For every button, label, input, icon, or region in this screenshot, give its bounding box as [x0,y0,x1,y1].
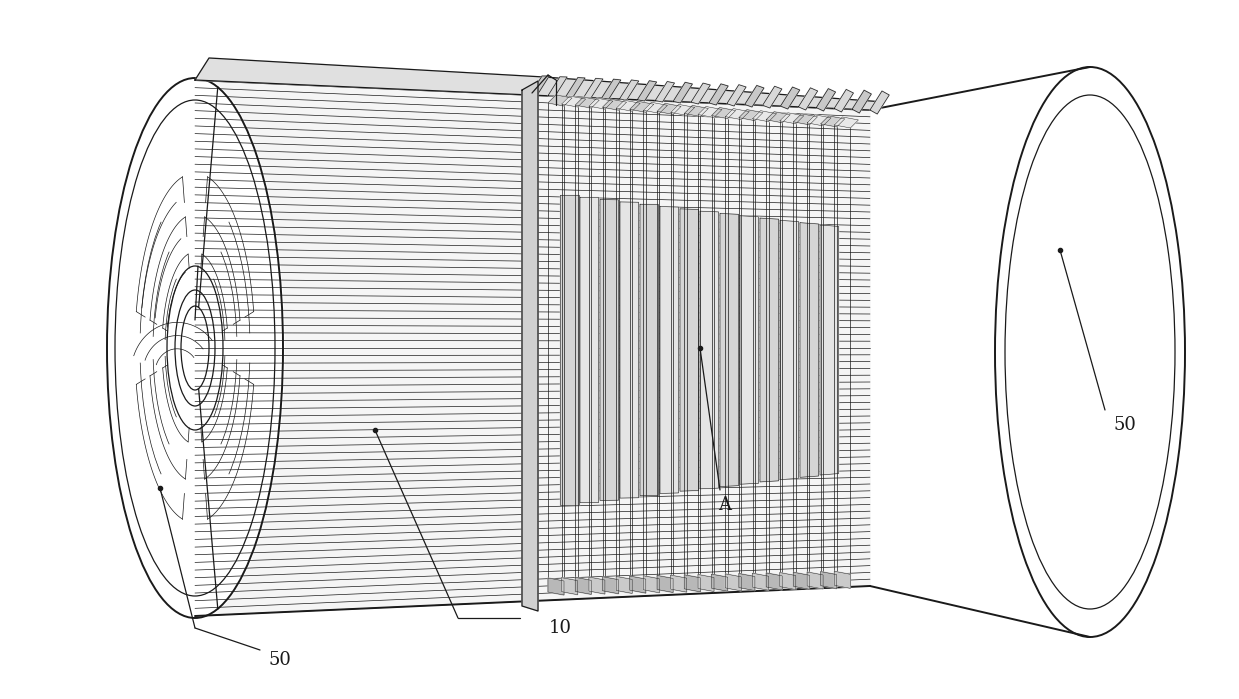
Polygon shape [781,220,799,480]
Polygon shape [620,80,638,100]
Polygon shape [680,209,699,491]
Polygon shape [800,223,819,477]
Polygon shape [548,95,572,106]
Polygon shape [657,575,673,593]
Polygon shape [720,213,738,487]
Polygon shape [766,112,790,123]
Polygon shape [561,577,577,595]
Polygon shape [660,206,679,493]
Polygon shape [760,218,778,482]
Polygon shape [575,577,591,594]
Polygon shape [561,96,586,107]
Polygon shape [740,216,758,484]
Polygon shape [589,577,605,594]
Polygon shape [616,577,632,593]
Text: 50: 50 [269,651,291,669]
Polygon shape [195,80,870,616]
Polygon shape [725,574,741,591]
Polygon shape [600,200,618,500]
Polygon shape [779,572,795,589]
Polygon shape [852,90,871,113]
Polygon shape [629,101,654,113]
Polygon shape [643,102,668,113]
Polygon shape [620,202,638,498]
Polygon shape [657,103,681,115]
Polygon shape [560,195,579,505]
Polygon shape [834,571,850,589]
Polygon shape [781,87,799,109]
Polygon shape [530,76,549,95]
Polygon shape [584,78,603,98]
Polygon shape [616,100,641,111]
Polygon shape [820,116,845,127]
Polygon shape [817,89,835,111]
Polygon shape [738,110,763,121]
Text: 50: 50 [1114,416,1136,434]
Polygon shape [709,84,729,105]
Polygon shape [602,99,627,110]
Polygon shape [763,86,782,108]
Polygon shape [548,578,564,595]
Polygon shape [870,91,890,114]
Polygon shape [673,82,693,103]
Polygon shape [711,574,727,591]
Polygon shape [670,575,686,592]
Polygon shape [711,108,736,119]
Polygon shape [807,115,831,126]
Polygon shape [752,573,768,590]
Polygon shape [752,110,777,122]
Polygon shape [779,113,804,124]
Polygon shape [807,572,823,589]
Polygon shape [530,77,883,110]
Polygon shape [684,106,709,117]
Polygon shape [602,577,618,593]
Polygon shape [834,117,859,128]
Polygon shape [793,572,809,589]
Polygon shape [602,79,621,99]
Polygon shape [700,211,719,489]
Polygon shape [629,576,646,593]
Polygon shape [684,575,700,592]
Polygon shape [641,204,659,496]
Polygon shape [691,83,710,104]
Polygon shape [655,82,674,102]
Polygon shape [580,197,598,503]
Polygon shape [637,81,657,101]
Polygon shape [575,97,600,108]
Polygon shape [798,88,818,110]
Polygon shape [727,85,746,106]
Polygon shape [698,575,714,591]
Polygon shape [820,225,839,475]
Polygon shape [745,85,764,107]
Polygon shape [589,98,613,109]
Ellipse shape [105,76,285,620]
Polygon shape [834,89,854,112]
Polygon shape [522,81,538,611]
Polygon shape [566,78,585,97]
Polygon shape [698,106,722,117]
Polygon shape [793,114,818,125]
Polygon shape [820,572,836,589]
Polygon shape [766,573,782,590]
Polygon shape [738,574,755,591]
Ellipse shape [995,67,1184,637]
Polygon shape [670,104,695,115]
Text: 10: 10 [549,619,571,637]
Text: A: A [719,496,731,514]
Polygon shape [195,58,544,95]
Polygon shape [725,108,750,120]
Polygon shape [643,576,659,593]
Polygon shape [548,77,567,96]
